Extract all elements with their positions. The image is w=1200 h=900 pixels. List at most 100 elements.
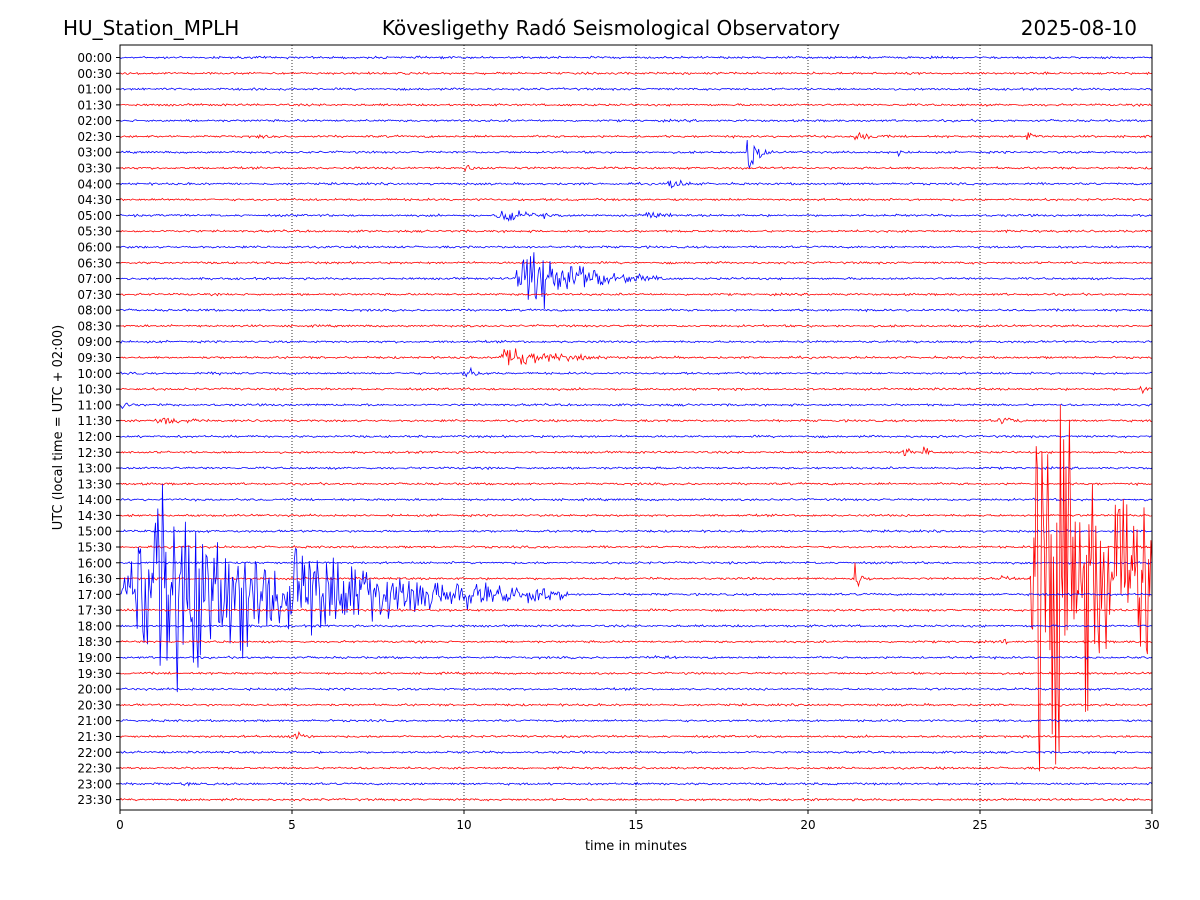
y-tick-label: 05:00 bbox=[77, 209, 112, 223]
trace-line bbox=[120, 671, 1152, 676]
trace-line bbox=[120, 323, 1152, 328]
y-tick-label: 14:00 bbox=[77, 493, 112, 507]
y-tick-label: 17:30 bbox=[77, 604, 112, 618]
trace-line bbox=[120, 624, 1152, 628]
trace-line bbox=[120, 252, 1152, 310]
trace-line bbox=[120, 497, 1152, 502]
y-tick-label: 20:30 bbox=[77, 698, 112, 712]
trace-line bbox=[120, 702, 1152, 707]
y-tick-label: 19:30 bbox=[77, 667, 112, 681]
y-axis-label: UTC (local time = UTC + 02:00) bbox=[51, 325, 66, 530]
y-tick-label: 14:30 bbox=[77, 509, 112, 523]
trace-line bbox=[120, 55, 1152, 60]
trace-line bbox=[120, 197, 1152, 202]
trace-line bbox=[120, 308, 1152, 313]
y-tick-label: 20:00 bbox=[77, 683, 112, 697]
y-tick-label: 06:00 bbox=[77, 240, 112, 254]
y-tick-label: 13:00 bbox=[77, 462, 112, 476]
y-tick-label: 08:30 bbox=[77, 319, 112, 333]
trace-line bbox=[120, 446, 1152, 457]
trace-line bbox=[120, 179, 1152, 189]
trace-line bbox=[120, 544, 1152, 549]
y-tick-label: 17:00 bbox=[77, 588, 112, 602]
y-tick-label: 18:30 bbox=[77, 635, 112, 649]
y-tick-label: 08:00 bbox=[77, 304, 112, 318]
trace-line bbox=[120, 402, 1152, 410]
trace-line bbox=[120, 71, 1152, 76]
y-tick-label: 21:00 bbox=[77, 714, 112, 728]
y-tick-label: 11:00 bbox=[77, 398, 112, 412]
trace-line bbox=[120, 638, 1152, 645]
trace-line bbox=[120, 164, 1152, 173]
y-tick-label: 07:30 bbox=[77, 288, 112, 302]
x-tick-label: 20 bbox=[800, 818, 815, 832]
y-tick-label: 21:30 bbox=[77, 730, 112, 744]
y-tick-label: 13:30 bbox=[77, 477, 112, 491]
trace-line bbox=[120, 118, 1152, 123]
y-tick-label: 23:00 bbox=[77, 777, 112, 791]
trace-line bbox=[120, 348, 1152, 366]
y-tick-label: 18:00 bbox=[77, 619, 112, 633]
trace-line bbox=[120, 465, 1152, 471]
y-tick-label: 06:30 bbox=[77, 256, 112, 270]
y-tick-label: 00:00 bbox=[77, 51, 112, 65]
chart-title: Kövesligethy Radó Seismological Observat… bbox=[381, 16, 841, 40]
trace-line bbox=[120, 797, 1152, 802]
y-tick-label: 16:00 bbox=[77, 556, 112, 570]
trace-line bbox=[120, 529, 1152, 534]
trace-line bbox=[120, 766, 1152, 771]
y-tick-label: 02:00 bbox=[77, 114, 112, 128]
y-tick-label: 15:30 bbox=[77, 540, 112, 554]
trace-line bbox=[120, 513, 1152, 518]
trace-line bbox=[120, 292, 1152, 297]
y-tick-label: 19:00 bbox=[77, 651, 112, 665]
y-tick-label: 12:00 bbox=[77, 430, 112, 444]
y-tick-label: 12:30 bbox=[77, 446, 112, 460]
trace-line bbox=[120, 339, 1152, 344]
trace-line bbox=[120, 718, 1152, 723]
y-tick-label: 01:30 bbox=[77, 98, 112, 112]
trace-group bbox=[120, 55, 1152, 802]
y-tick-label: 10:00 bbox=[77, 367, 112, 381]
grid-lines bbox=[291, 45, 981, 810]
trace-line bbox=[120, 229, 1152, 234]
x-axis-label: time in minutes bbox=[585, 839, 687, 854]
y-tick-label: 02:30 bbox=[77, 130, 112, 144]
x-tick-label: 25 bbox=[972, 818, 987, 832]
y-tick-label: 23:30 bbox=[77, 793, 112, 807]
trace-line bbox=[120, 87, 1152, 92]
y-tick-label: 10:30 bbox=[77, 383, 112, 397]
trace-line bbox=[120, 654, 1152, 660]
y-tick-label: 09:30 bbox=[77, 351, 112, 365]
y-tick-label: 01:00 bbox=[77, 83, 112, 97]
trace-line bbox=[120, 750, 1152, 755]
trace-line bbox=[120, 385, 1152, 395]
trace-line bbox=[120, 731, 1152, 740]
y-tick-label: 22:00 bbox=[77, 746, 112, 760]
trace-line bbox=[120, 608, 1152, 613]
trace-line bbox=[120, 434, 1152, 439]
trace-line bbox=[120, 481, 1152, 487]
x-tick-label: 0 bbox=[116, 818, 124, 832]
trace-line bbox=[120, 417, 1152, 425]
station-name: HU_Station_MPLH bbox=[63, 16, 240, 40]
trace-line bbox=[120, 404, 1152, 772]
trace-line bbox=[120, 103, 1152, 107]
y-tick-label: 04:30 bbox=[77, 193, 112, 207]
trace-line bbox=[120, 260, 1152, 265]
y-tick-label: 11:30 bbox=[77, 414, 112, 428]
trace-line bbox=[120, 131, 1152, 141]
x-tick-label: 10 bbox=[456, 818, 471, 832]
trace-line bbox=[120, 210, 1152, 222]
y-tick-label: 22:30 bbox=[77, 762, 112, 776]
date-label: 2025-08-10 bbox=[1020, 16, 1137, 40]
trace-line bbox=[120, 687, 1152, 692]
y-tick-label: 03:30 bbox=[77, 162, 112, 176]
x-tick-label: 30 bbox=[1144, 818, 1159, 832]
y-tick-label: 07:00 bbox=[77, 272, 112, 286]
trace-line bbox=[120, 560, 1152, 565]
y-tick-label: 15:00 bbox=[77, 525, 112, 539]
